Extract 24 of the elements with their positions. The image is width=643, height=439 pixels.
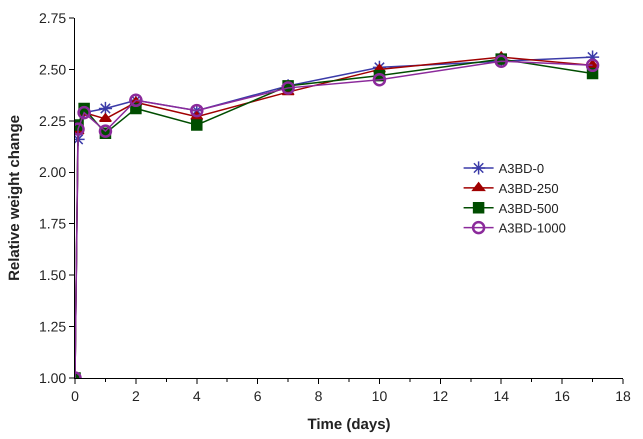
x-tick-label: 14 <box>493 388 510 404</box>
x-tick-label: 10 <box>372 388 388 404</box>
y-tick-label: 1.75 <box>38 216 66 232</box>
x-tick-label: 2 <box>132 388 140 404</box>
y-tick-label: 2.50 <box>38 61 66 78</box>
legend-label: A3BD-1000 <box>498 220 566 236</box>
legend-label: A3BD-0 <box>498 161 544 176</box>
x-tick-label: 18 <box>615 388 631 404</box>
x-tick-label: 4 <box>192 388 201 404</box>
y-tick-label: 1.25 <box>38 318 66 334</box>
x-tick-label: 12 <box>432 388 448 404</box>
x-tick-label: 16 <box>554 388 570 404</box>
x-tick-label: 6 <box>254 388 262 404</box>
x-axis-title: Time (days) <box>307 416 391 433</box>
y-axis-title: Relative weight change <box>6 115 24 281</box>
y-tick-label: 1.00 <box>38 370 66 386</box>
y-tick-label: 1.50 <box>38 267 66 284</box>
x-tick-label: 0 <box>71 388 80 404</box>
y-tick-label: 2.00 <box>38 164 66 180</box>
y-tick-label: 2.25 <box>38 112 66 129</box>
legend-label: A3BD-500 <box>498 200 559 216</box>
legend-label: A3BD-250 <box>498 180 559 196</box>
y-tick-label: 2.75 <box>38 10 66 26</box>
x-tick-label: 8 <box>314 388 323 404</box>
